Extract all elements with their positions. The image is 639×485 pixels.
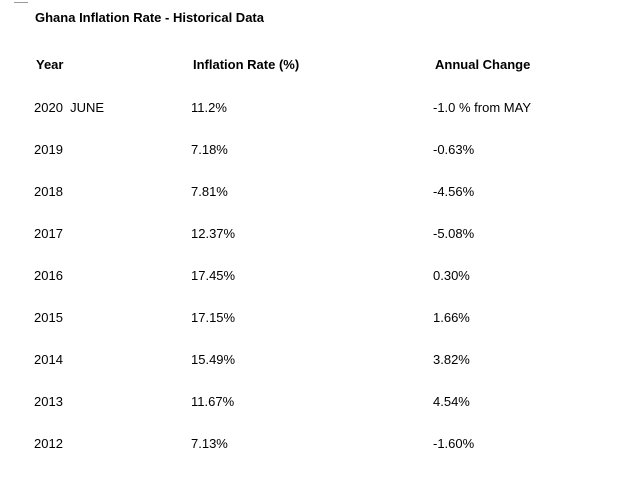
- table-row: 2016 17.45% 0.30%: [0, 268, 639, 310]
- annual-change-cell: 4.54%: [433, 394, 470, 409]
- year-cell: 2012: [34, 436, 63, 451]
- year-cell: 2015: [34, 310, 63, 325]
- table-row: 2017 12.37% -5.08%: [0, 226, 639, 268]
- inflation-rate-cell: 7.81%: [191, 184, 228, 199]
- inflation-rate-cell: 7.18%: [191, 142, 228, 157]
- table-row: 2014 15.49% 3.82%: [0, 352, 639, 394]
- document-title: Ghana Inflation Rate - Historical Data: [35, 10, 264, 25]
- annual-change-cell: -0.63%: [433, 142, 475, 157]
- table-row: 2012 7.13% -1.60%: [0, 436, 639, 478]
- annual-change-cell: 3.82%: [433, 352, 470, 367]
- annual-change-cell: -5.08%: [433, 226, 475, 241]
- year-cell: 2013: [34, 394, 63, 409]
- table-row: 2020 JUNE 11.2% -1.0 % from MAY: [0, 100, 639, 142]
- header-year: Year: [36, 57, 64, 72]
- inflation-rate-cell: 11.2%: [191, 100, 227, 115]
- year-cell: 2019: [34, 142, 63, 157]
- table-body: 2020 JUNE 11.2% -1.0 % from MAY 2019 7.1…: [0, 100, 639, 478]
- year-cell: 2020 JUNE: [34, 100, 105, 115]
- table-row: 2015 17.15% 1.66%: [0, 310, 639, 352]
- year-cell: 2018: [34, 184, 63, 199]
- inflation-rate-cell: 17.15%: [191, 310, 236, 325]
- corner-mark: [14, 0, 28, 3]
- year-cell: 2014: [34, 352, 63, 367]
- table-row: 2018 7.81% -4.56%: [0, 184, 639, 226]
- header-inflation-rate: Inflation Rate (%): [193, 57, 300, 72]
- annual-change-cell: 1.66%: [433, 310, 470, 325]
- annual-change-cell: -4.56%: [433, 184, 475, 199]
- annual-change-cell: 0.30%: [433, 268, 470, 283]
- inflation-rate-cell: 15.49%: [191, 352, 236, 367]
- annual-change-cell: -1.0 % from MAY: [433, 100, 532, 115]
- header-annual-change: Annual Change: [435, 57, 531, 72]
- inflation-rate-cell: 7.13%: [191, 436, 228, 451]
- inflation-rate-cell: 11.67%: [191, 394, 235, 409]
- year-cell: 2017: [34, 226, 63, 241]
- year-cell: 2016: [34, 268, 63, 283]
- table-row: 2013 11.67% 4.54%: [0, 394, 639, 436]
- inflation-rate-cell: 12.37%: [191, 226, 236, 241]
- inflation-rate-cell: 17.45%: [191, 268, 236, 283]
- table-row: 2019 7.18% -0.63%: [0, 142, 639, 184]
- annual-change-cell: -1.60%: [433, 436, 475, 451]
